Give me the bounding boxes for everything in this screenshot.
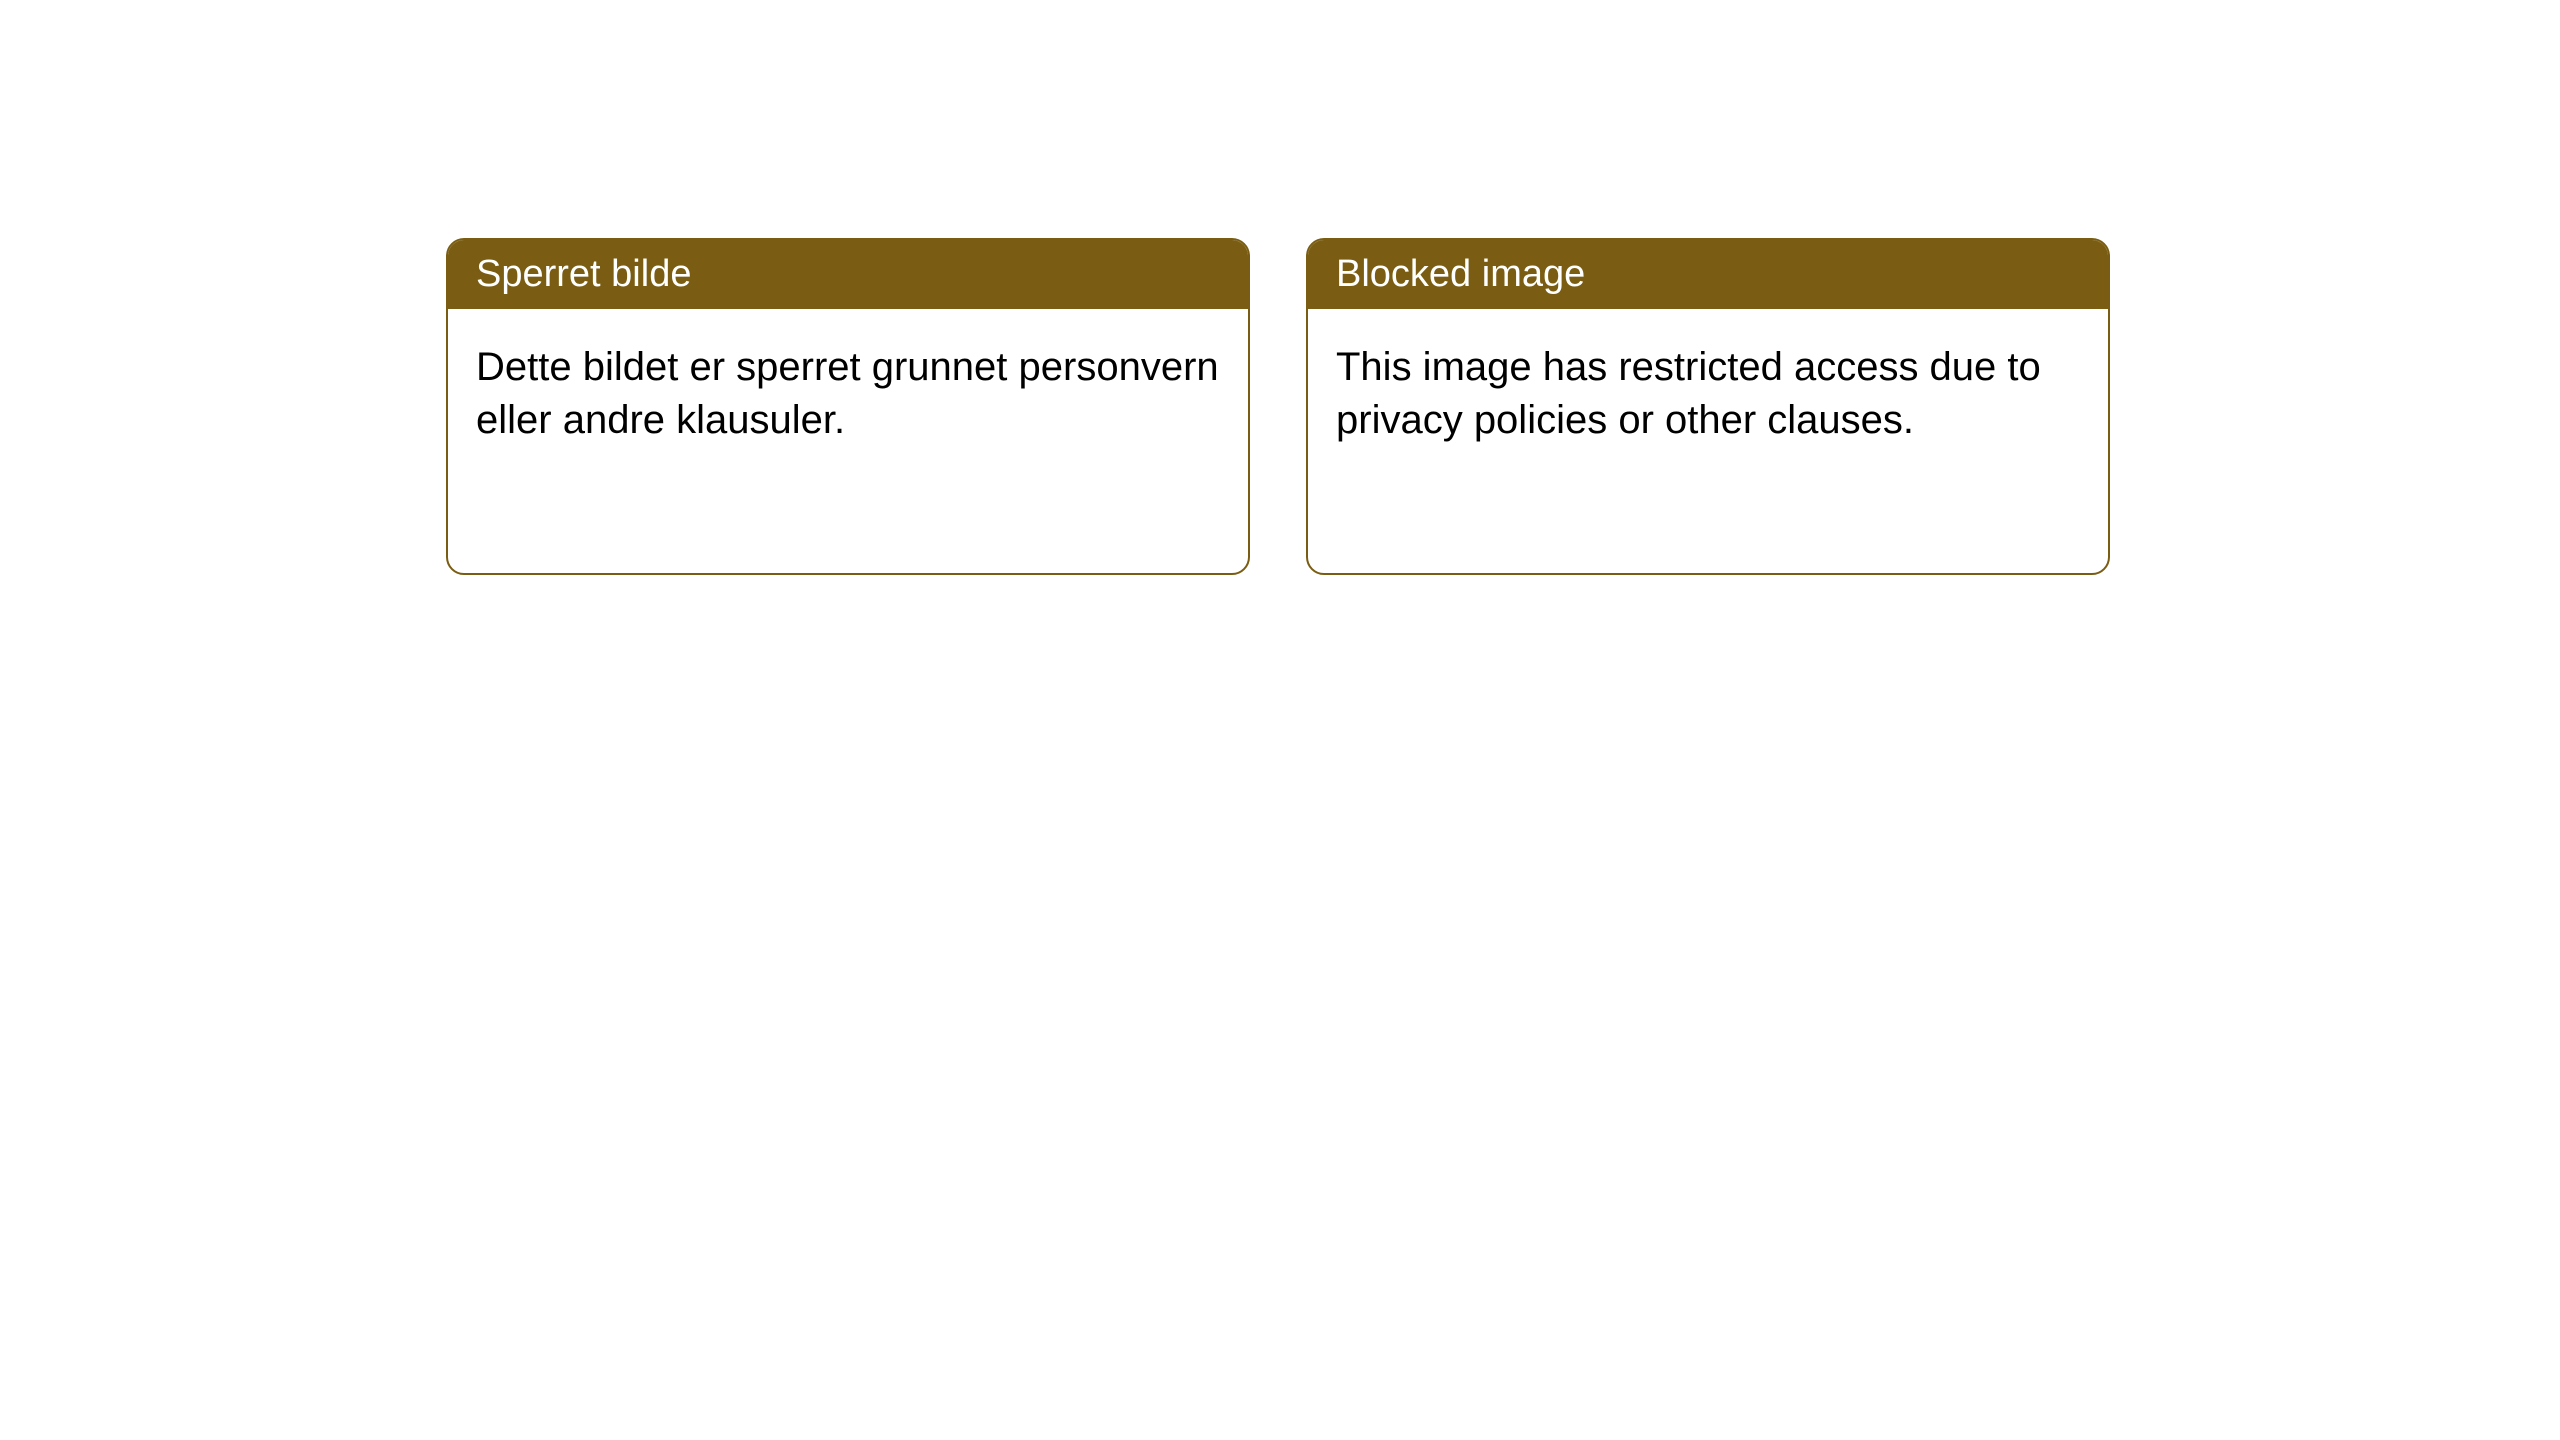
notice-body-text: This image has restricted access due to … — [1336, 345, 2041, 442]
notice-header-text: Sperret bilde — [476, 253, 691, 295]
notice-card-english: Blocked image This image has restricted … — [1306, 238, 2110, 575]
notice-body: Dette bildet er sperret grunnet personve… — [448, 309, 1248, 479]
notice-container: Sperret bilde Dette bildet er sperret gr… — [446, 238, 2110, 575]
notice-body-text: Dette bildet er sperret grunnet personve… — [476, 345, 1219, 442]
notice-header: Blocked image — [1308, 240, 2108, 309]
notice-body: This image has restricted access due to … — [1308, 309, 2108, 479]
notice-header: Sperret bilde — [448, 240, 1248, 309]
notice-card-norwegian: Sperret bilde Dette bildet er sperret gr… — [446, 238, 1250, 575]
notice-header-text: Blocked image — [1336, 253, 1585, 295]
